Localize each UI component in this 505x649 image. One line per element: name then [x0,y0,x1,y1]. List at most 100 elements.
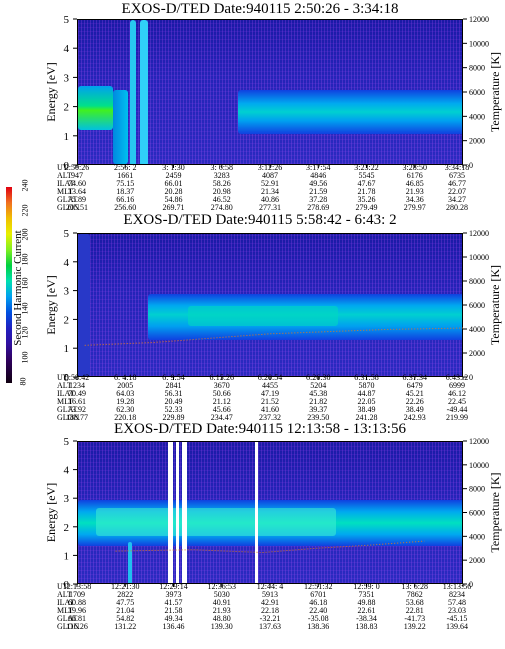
table-cell: 136.46 [162,622,185,631]
table-cell: 58.26 [212,179,231,188]
y2-tick-label: 10000 [469,461,489,470]
y-tick-label: 2 [64,522,70,534]
table-cell: 2822 [117,590,134,599]
table-cell: 49.56 [309,179,328,188]
table-cell: 12:51:32 [304,582,333,591]
row-header: ILAT [57,179,75,188]
y2-tick-label: 0 [469,580,473,589]
row-header: GLON [57,203,80,212]
table-cell: 12:36:53 [207,582,236,591]
y-axis-label: Energy [eV] [44,483,58,542]
table-cell: 13: 6:28 [401,582,428,591]
table-cell: 38.49 [357,405,376,414]
table-cell: 3:17:54 [306,163,331,172]
energy-band [78,234,90,376]
table-cell: -38.34 [356,614,377,623]
y-tick-label: 3 [64,286,70,298]
table-cell: 21.04 [116,606,135,615]
table-cell: 188.77 [66,413,88,422]
table-cell: 41.60 [261,405,279,414]
table-cell: 3:34:18 [444,163,470,172]
table-cell: 234.47 [210,413,233,422]
table-cell: 21.93 [212,606,231,615]
table-cell: 5913 [262,590,278,599]
table-cell: 22.07 [448,187,466,196]
table-cell: 12:13:58 [62,582,92,591]
y2-axis-label: Temperature [K] [488,52,502,132]
table-cell: 6701 [310,590,327,599]
row-header: UT [57,373,68,382]
y2-tick-label: 12000 [469,229,489,238]
table-cell: 7351 [358,590,375,599]
table-cell: 269.71 [162,203,185,212]
table-cell: 50.66 [212,389,231,398]
table-cell: 21.58 [164,606,183,615]
y-tick-label: 0 [64,372,70,384]
table-cell: 75.89 [68,195,86,204]
y2-tick-label: 8000 [469,64,485,73]
table-cell: 139.64 [446,622,468,631]
table-cell: 13:13:56 [442,582,472,591]
table-cell: 242.93 [403,413,426,422]
table-cell: 52.33 [164,405,183,414]
table-cell: 64.03 [116,389,135,398]
y-tick-label: 5 [64,228,70,240]
table-cell: 2005 [117,381,134,390]
table-cell: 6: 9:54 [162,373,185,382]
table-cell: 220.18 [114,413,137,422]
y-tick-label: 5 [64,14,70,26]
table-cell: 5870 [358,381,375,390]
table-cell: 66.81 [68,614,86,623]
y2-tick-label: 2000 [469,556,485,565]
table-cell: -41.73 [404,614,426,623]
table-cell: 75.15 [116,179,135,188]
y-tick-label: 3 [64,72,70,84]
table-cell: 37.28 [309,195,328,204]
table-cell: 70.49 [68,389,86,398]
table-cell: 2459 [165,171,182,180]
table-cell: 12:44: 4 [256,582,284,591]
table-cell: 20.28 [164,187,183,196]
table-cell: 38.49 [405,405,424,414]
y2-tick-label: 4000 [469,532,485,541]
table-cell: -49.44 [446,405,468,414]
table-cell: 2:56: 2 [114,163,137,172]
y2-tick-label: 8000 [469,485,485,494]
table-cell: 2841 [165,381,182,390]
spectrogram-plot [77,19,463,165]
table-cell: 6176 [406,171,423,180]
data-gap [182,442,187,583]
energy-band [188,306,338,326]
table-cell: 49.34 [164,614,183,623]
table-cell: 22.26 [405,397,424,406]
table-cell: 53.68 [405,598,424,607]
table-cell: 73.92 [68,405,86,414]
axes-panel-2: 0 1 2 3 4 5 0 2000 4000 6000 8000 10000 12000 Energy … [44,228,502,384]
table-cell: 40.86 [261,195,279,204]
table-cell: 241.28 [355,413,378,422]
table-cell: 4087 [262,171,278,180]
table-cell: 66.16 [116,195,135,204]
table-cell: -32.21 [259,614,281,623]
table-cell: 57.48 [448,598,466,607]
table-cell: 62.30 [116,405,135,414]
table-cell: 279.97 [403,203,426,212]
table-cell: 74.60 [68,179,86,188]
row-header: MLT [57,397,74,406]
temperature-trace [84,327,464,346]
table-cell: 139.30 [210,622,233,631]
table-cell: 20.49 [164,397,183,406]
table-cell: 66.01 [164,179,183,188]
table-cell: 274.80 [210,203,233,212]
table-cell: 23.03 [448,606,466,615]
row-header: UT [57,582,68,591]
table-cell: 45.38 [309,389,328,398]
table-cell: 22.18 [261,606,279,615]
energy-band [128,542,132,583]
table-cell: 46.12 [448,389,466,398]
y-tick-label: 0 [64,160,70,172]
table-cell: 20.98 [212,187,231,196]
panel-title: EXOS-D/TED Date:940115 12:13:58 - 13:13:… [114,421,406,437]
energy-band [238,90,462,134]
